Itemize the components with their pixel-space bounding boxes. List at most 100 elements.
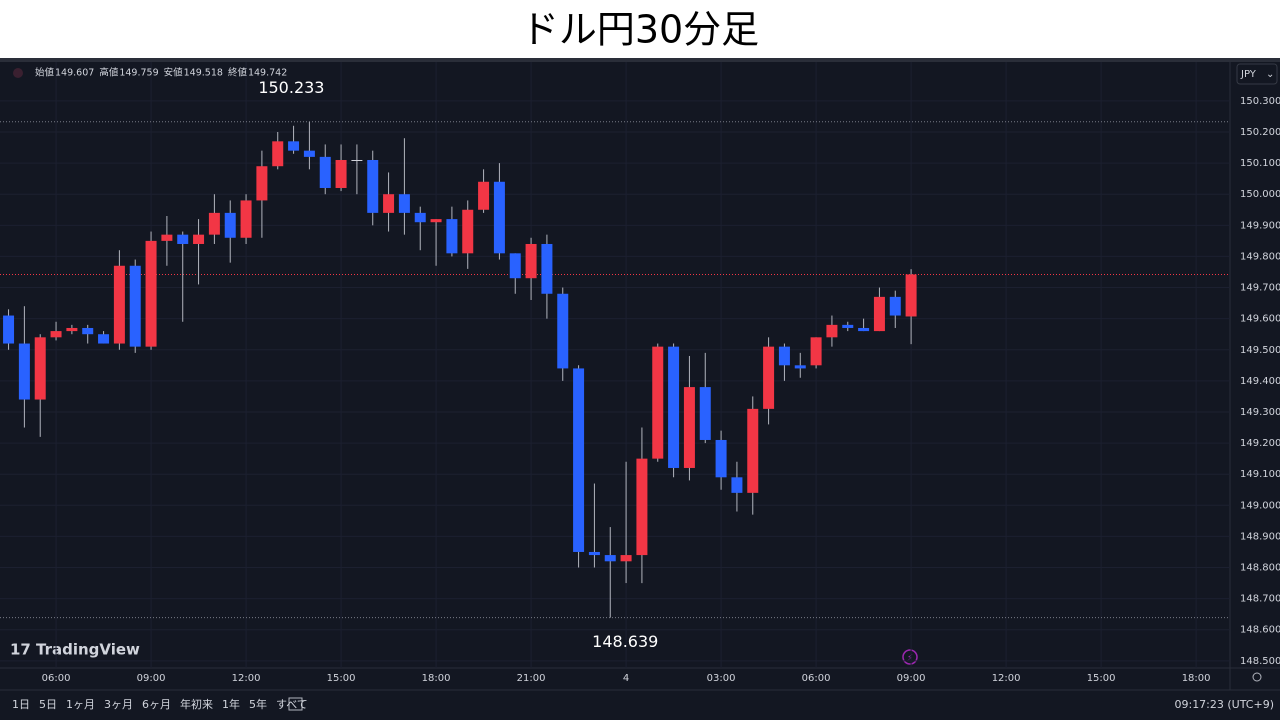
y-tick-label: 148.800 xyxy=(1240,563,1280,574)
x-tick-label: 09:00 xyxy=(137,673,166,684)
x-tick-label: 15:00 xyxy=(327,673,356,684)
candle-body xyxy=(541,243,553,294)
x-tick-label: 06:00 xyxy=(42,673,71,684)
range-button[interactable]: 1年 xyxy=(222,697,240,711)
ohlc-label: 高値 xyxy=(99,67,119,79)
y-tick-label: 148.900 xyxy=(1240,531,1280,542)
alert-icon[interactable] xyxy=(902,649,918,665)
candle-body xyxy=(493,181,505,254)
date-range-icon[interactable] xyxy=(288,697,303,711)
candle-body xyxy=(889,296,901,316)
ohlc-value: 149.607 xyxy=(55,68,94,79)
x-tick-label: 12:00 xyxy=(992,673,1021,684)
candle-body xyxy=(873,296,885,332)
candle-body xyxy=(34,337,46,400)
y-tick-label: 150.100 xyxy=(1240,158,1280,169)
candle-body xyxy=(509,253,521,279)
brand-mark: 𝟭𝟳 xyxy=(10,641,31,659)
low-annotation: 148.639 xyxy=(592,632,658,651)
y-tick-label: 148.500 xyxy=(1240,656,1280,667)
y-tick-label: 149.100 xyxy=(1240,469,1280,480)
candle-body xyxy=(810,337,822,366)
candle-body xyxy=(351,159,363,161)
range-button[interactable]: 5日 xyxy=(39,698,57,711)
y-tick-label: 149.500 xyxy=(1240,345,1280,356)
candle-body xyxy=(319,156,331,188)
candle-body xyxy=(604,555,616,562)
currency-button[interactable] xyxy=(1236,63,1278,85)
candle-body xyxy=(905,274,917,317)
range-button[interactable]: 6ヶ月 xyxy=(142,698,171,711)
y-tick-label: 149.600 xyxy=(1240,314,1280,325)
ohlc-label: 始値 xyxy=(35,67,55,79)
candle-body xyxy=(256,166,268,201)
candle-body xyxy=(303,150,315,157)
candle-body xyxy=(588,551,600,556)
candle-body xyxy=(778,346,790,366)
x-tick-label: 15:00 xyxy=(1087,673,1116,684)
ohlc-label: 安値 xyxy=(164,67,184,79)
candle-body xyxy=(113,265,125,344)
candle-body xyxy=(272,141,284,167)
candle-body xyxy=(525,243,537,279)
y-tick-label: 149.400 xyxy=(1240,376,1280,387)
candle-body xyxy=(98,334,110,344)
candle-body xyxy=(699,387,711,440)
candle-body xyxy=(446,219,458,254)
alert-bolt: ⚡ xyxy=(907,654,913,664)
candle-body xyxy=(145,240,157,347)
x-tick-label: 21:00 xyxy=(517,673,546,684)
candle-body xyxy=(240,200,252,238)
clock: 09:17:23 (UTC+9) xyxy=(1174,698,1274,711)
y-tick-label: 149.200 xyxy=(1240,438,1280,449)
candle-body xyxy=(414,212,426,223)
x-tick-label: 09:00 xyxy=(897,673,926,684)
candle-body xyxy=(177,234,189,244)
candle-body xyxy=(858,327,870,332)
range-button[interactable]: 3ヶ月 xyxy=(104,698,133,711)
candle-body xyxy=(335,159,347,188)
ohlc-value: 149.742 xyxy=(248,68,287,79)
candle-body xyxy=(193,234,205,244)
candle-body xyxy=(208,212,220,235)
x-tick-label: 03:00 xyxy=(707,673,736,684)
candle-body xyxy=(620,555,632,562)
brand-name: TradingView xyxy=(36,641,140,659)
x-tick-label: 18:00 xyxy=(422,673,451,684)
brand-logo: 𝟭𝟳 xyxy=(10,641,31,659)
currency-label[interactable]: JPY xyxy=(1240,69,1257,80)
range-button[interactable]: すべて xyxy=(276,698,308,711)
title-bar xyxy=(0,0,1280,58)
candle-body xyxy=(636,458,648,556)
range-button[interactable]: 1ヶ月 xyxy=(66,698,95,711)
candle-body xyxy=(50,331,62,338)
candle-body xyxy=(161,234,173,241)
candle-body xyxy=(478,181,490,210)
candle-body xyxy=(668,346,680,468)
y-tick-label: 149.800 xyxy=(1240,251,1280,262)
candle-body xyxy=(288,141,300,151)
page-title: ドル円30分足 xyxy=(521,8,759,52)
x-tick-label: 12:00 xyxy=(232,673,261,684)
high-annotation: 150.233 xyxy=(258,78,324,97)
x-tick-label: 4 xyxy=(623,673,629,684)
y-tick-label: 149.300 xyxy=(1240,407,1280,418)
range-button[interactable]: 5年 xyxy=(249,697,267,711)
candle-body xyxy=(842,324,854,328)
candle-body xyxy=(747,408,759,493)
y-tick-label: 149.000 xyxy=(1240,500,1280,511)
y-tick-label: 150.300 xyxy=(1240,96,1280,107)
ohlc-value: 149.518 xyxy=(184,68,223,79)
y-tick-label: 149.700 xyxy=(1240,283,1280,294)
y-tick-label: 150.000 xyxy=(1240,189,1280,200)
range-button[interactable]: 年初来 xyxy=(180,697,213,711)
range-button[interactable]: 1日 xyxy=(12,698,30,711)
y-tick-label: 148.600 xyxy=(1240,625,1280,636)
settings-icon[interactable] xyxy=(1252,672,1262,682)
y-tick-label: 148.700 xyxy=(1240,594,1280,605)
symbol-icon xyxy=(13,68,23,78)
candle-body xyxy=(794,365,806,369)
candle-body xyxy=(66,327,78,332)
candle-body xyxy=(731,477,743,493)
